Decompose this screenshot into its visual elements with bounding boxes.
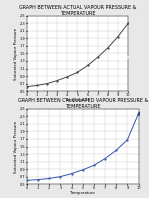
Title: GRAPH BETWEEN CALCULATED VAPOUR PRESSURE & TEMPERATURE: GRAPH BETWEEN CALCULATED VAPOUR PRESSURE…	[18, 98, 148, 109]
X-axis label: Temperature: Temperature	[70, 191, 95, 195]
Y-axis label: Saturated Vapour Pressure: Saturated Vapour Pressure	[14, 120, 18, 173]
Text: PDF: PDF	[114, 56, 130, 62]
Title: GRAPH BETWEEN ACTUAL VAPOUR PRESSURE & TEMPERATURE: GRAPH BETWEEN ACTUAL VAPOUR PRESSURE & T…	[19, 5, 136, 16]
Y-axis label: Saturated Vapour Pressure: Saturated Vapour Pressure	[14, 27, 18, 80]
X-axis label: Temperature: Temperature	[65, 98, 90, 102]
